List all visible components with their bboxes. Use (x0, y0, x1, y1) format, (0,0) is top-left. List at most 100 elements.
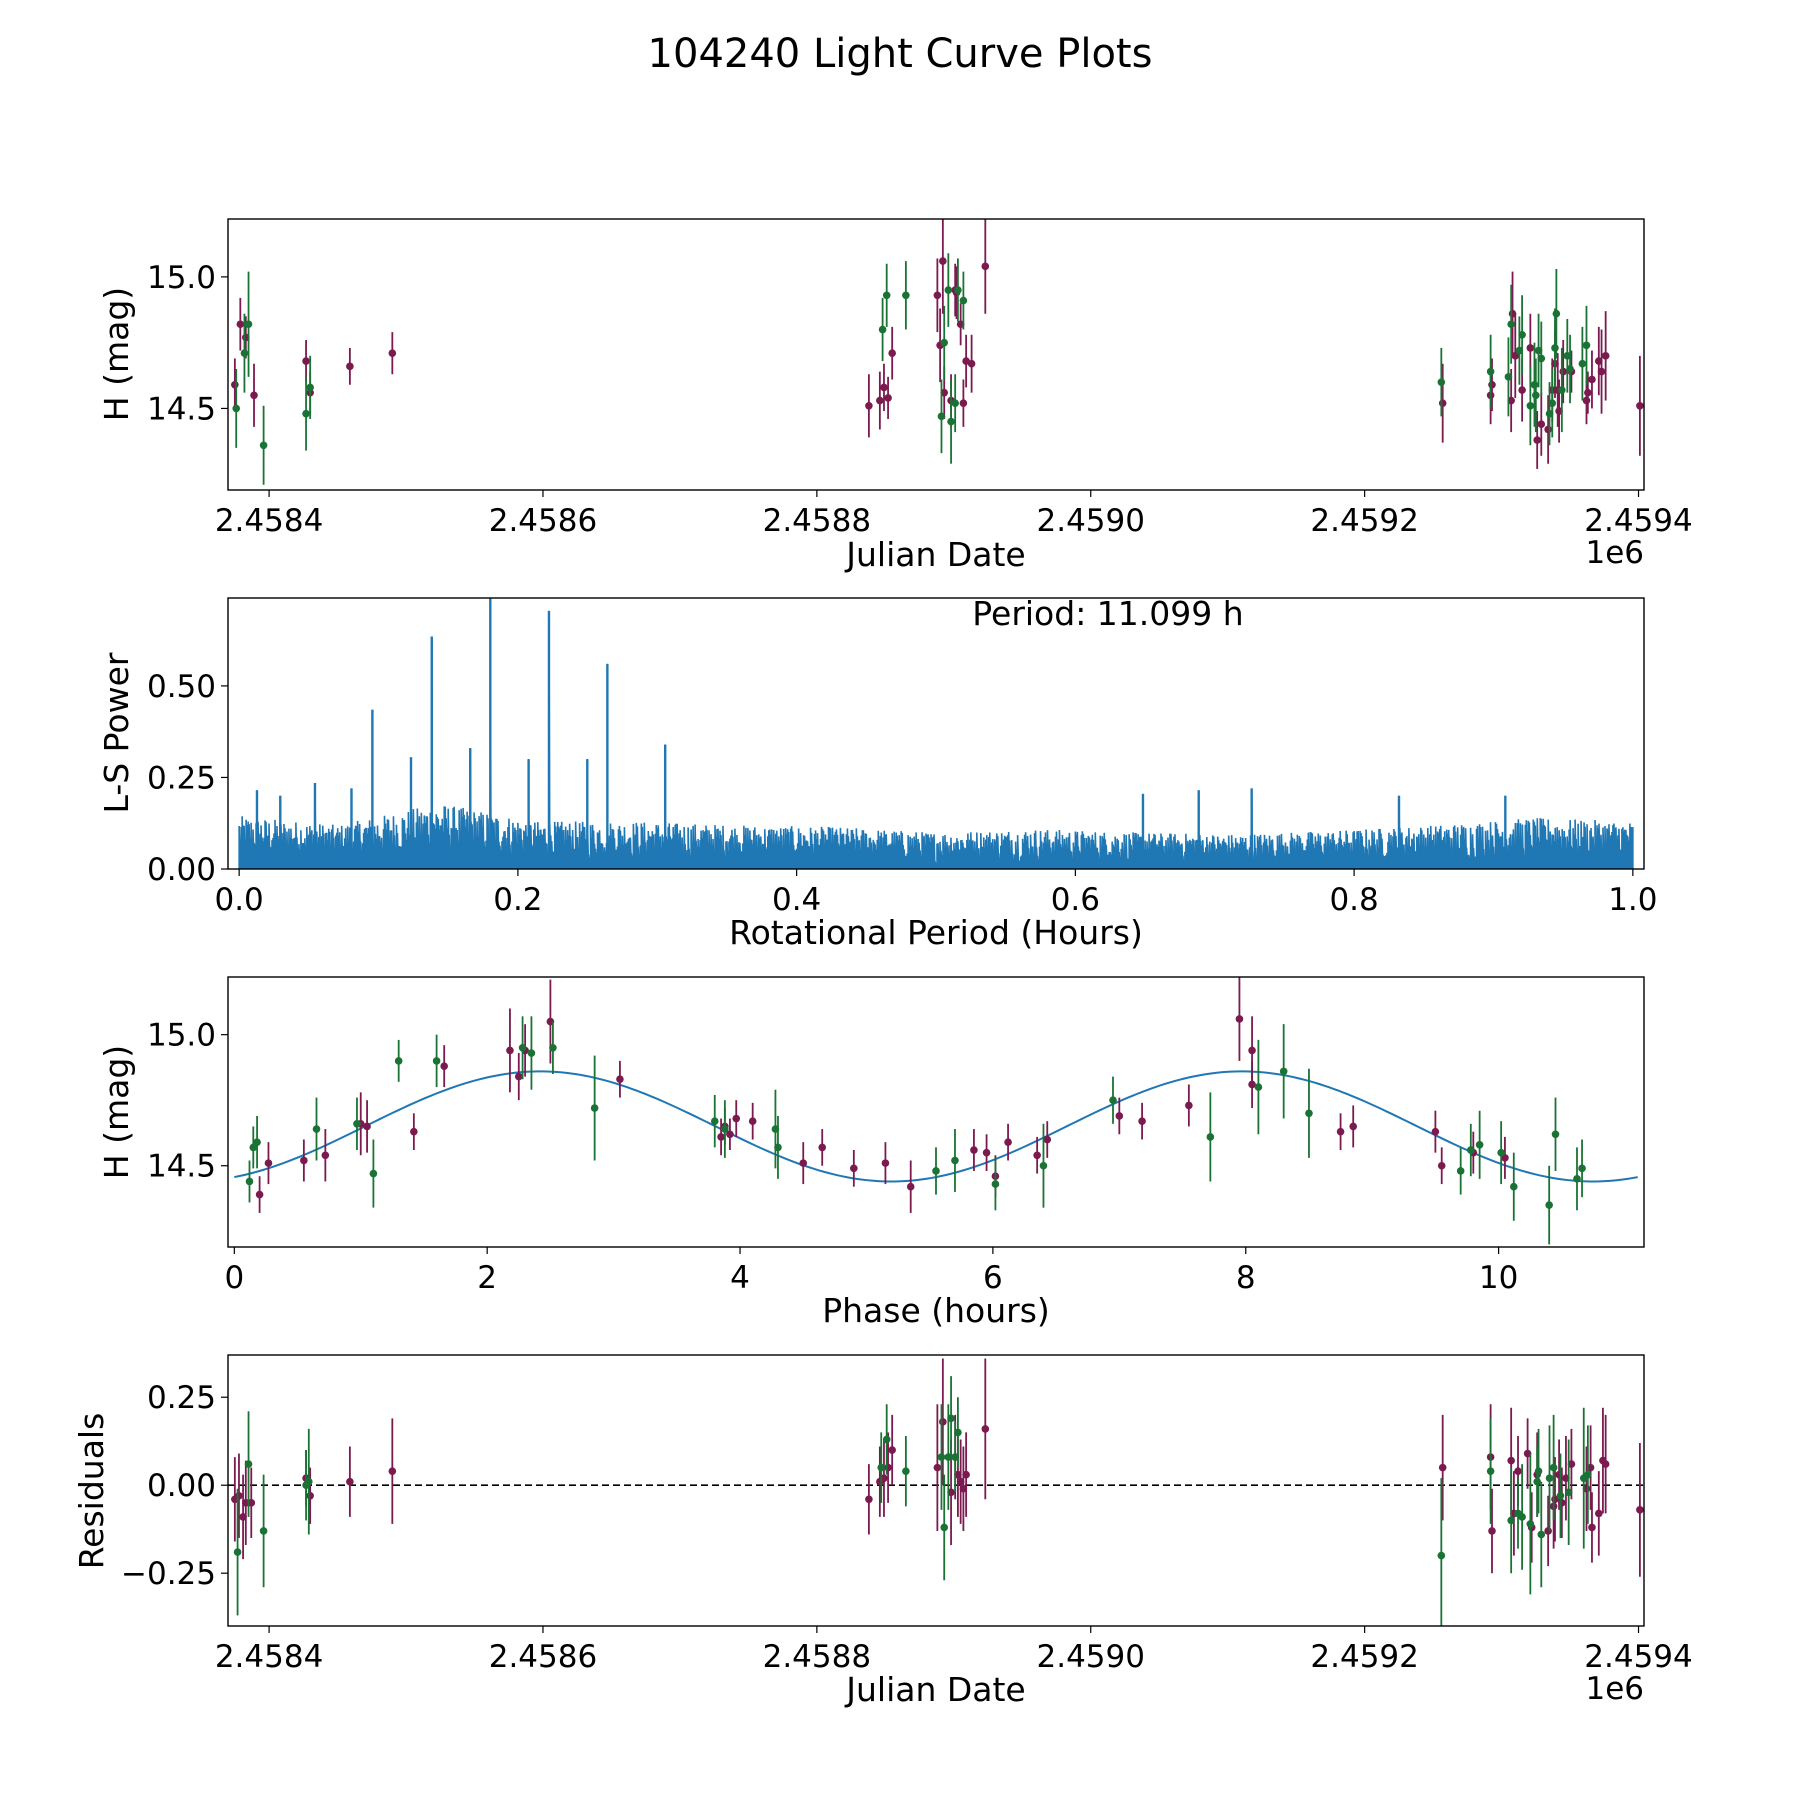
lightcurve-xtick-label: 2.4588 (763, 503, 871, 539)
phased-point (1578, 1164, 1586, 1173)
lightcurve-point (1437, 378, 1446, 386)
lightcurve-point (346, 362, 354, 371)
residuals-point (1526, 1520, 1535, 1528)
phased-point (353, 1119, 361, 1128)
phased-point (1497, 1148, 1505, 1157)
lightcurve-plot-area (231, 219, 1644, 485)
residuals-point (1595, 1509, 1603, 1518)
phased-point (249, 1143, 258, 1152)
phased-point (1475, 1140, 1484, 1149)
phased-point (255, 1190, 264, 1199)
periodogram-xtick-label: 0.4 (772, 882, 821, 918)
residuals-point (962, 1470, 970, 1479)
lightcurve-point (302, 357, 310, 365)
residuals-point (346, 1477, 354, 1486)
phased-point (410, 1127, 418, 1136)
lightcurve-point (302, 409, 310, 418)
periodogram-ytick-label: 0.00 (147, 852, 216, 888)
lightcurve-point (1544, 425, 1552, 434)
lightcurve-point (1504, 373, 1513, 381)
lightcurve-point (1511, 352, 1520, 360)
phased-point (440, 1062, 448, 1070)
phased-xtick-label: 0 (224, 1260, 244, 1296)
phased-ticks: 0 2 4 6 8 10 14.5 15.0 (147, 1018, 1518, 1296)
residuals-point (244, 1460, 253, 1468)
residuals-point (1488, 1527, 1496, 1535)
residuals-point (1564, 1488, 1573, 1497)
phased-point (300, 1156, 308, 1165)
residuals-ytick-label: −0.25 (121, 1556, 216, 1592)
periodogram-xtick-label: 1.0 (1608, 882, 1657, 918)
phased-point (1501, 1154, 1509, 1162)
lightcurve-point (981, 262, 990, 271)
phased-axes-frame (227, 976, 1645, 1248)
lightcurve-point (244, 320, 253, 329)
phased-point (245, 1177, 254, 1186)
phased-point (1004, 1138, 1012, 1146)
residuals-point (884, 1463, 892, 1472)
period-annotation: Period: 11.099 h (972, 594, 1243, 633)
phased-xtick-label: 6 (983, 1260, 1003, 1296)
phased-point (799, 1159, 808, 1167)
lightcurve-point (1597, 367, 1606, 376)
phased-point (1235, 1015, 1244, 1023)
lightcurve-point (884, 394, 892, 402)
phased-point (514, 1072, 523, 1081)
lightcurve-ticks: 2.4584 2.4586 2.4588 2.4590 2.4592 2.4594 14.5… (147, 260, 1693, 539)
residuals-point (1556, 1491, 1565, 1500)
lightcurve-point (939, 257, 947, 265)
phased-point (1138, 1117, 1146, 1125)
phased-point (982, 1148, 991, 1157)
lightcurve-point (1601, 352, 1610, 360)
periodogram-axes-frame (227, 597, 1645, 870)
lightcurve-point (1518, 386, 1526, 394)
residuals-point (1588, 1523, 1596, 1532)
periodogram-xtick-label: 0.2 (493, 882, 542, 918)
phased-point (1206, 1133, 1215, 1141)
phased-point (1545, 1201, 1553, 1209)
phased-point (1115, 1112, 1124, 1120)
residuals-point (1518, 1513, 1526, 1521)
phased-point (818, 1143, 827, 1152)
residuals-point (304, 1477, 313, 1486)
phased-point (432, 1057, 441, 1065)
residuals-point (939, 1418, 947, 1426)
periodogram-xtick-label: 0.6 (1051, 882, 1100, 918)
residuals-point (877, 1463, 886, 1472)
residuals-point (954, 1428, 962, 1437)
lightcurve-point (1551, 344, 1559, 352)
lightcurve-point (1533, 436, 1541, 444)
phased-point (369, 1169, 378, 1178)
phased-point (1033, 1151, 1041, 1160)
residuals-point (1534, 1467, 1543, 1475)
phased-ytick-label: 14.5 (147, 1149, 216, 1185)
phased-xtick-label: 10 (1479, 1260, 1518, 1296)
phased-point (1551, 1130, 1560, 1139)
phased-point (1305, 1109, 1313, 1118)
lightcurve-point (1518, 330, 1526, 339)
lightcurve-point (865, 402, 873, 410)
phased-point (850, 1164, 858, 1173)
lightcurve-point (1530, 380, 1539, 389)
periodogram-ytick-label: 0.25 (147, 760, 216, 796)
lightcurve-point (1559, 367, 1568, 376)
phased-point (1254, 1083, 1263, 1091)
phased-point (951, 1156, 959, 1165)
phased-point (991, 1180, 1000, 1188)
residuals-point (306, 1491, 314, 1500)
panel-periodogram: 0.0 0.2 0.4 0.6 0.8 1.0 0.00 0.25 0.50 Period: 1… (97, 594, 1658, 952)
lightcurve-point (967, 359, 976, 368)
lightcurve-point (1486, 367, 1495, 376)
lightcurve-point (232, 404, 241, 413)
phased-xtick-label: 2 (477, 1260, 497, 1296)
residuals-point (865, 1495, 873, 1504)
lightcurve-point (878, 325, 887, 334)
phased-point (774, 1143, 782, 1152)
lightcurve-xtick-label: 2.4594 (1584, 503, 1692, 539)
phased-point (721, 1125, 729, 1133)
residuals-offset-label: 1e6 (1585, 1671, 1644, 1707)
lightcurve-point (1526, 344, 1535, 352)
phased-point (906, 1182, 915, 1191)
lightcurve-point (882, 291, 891, 300)
